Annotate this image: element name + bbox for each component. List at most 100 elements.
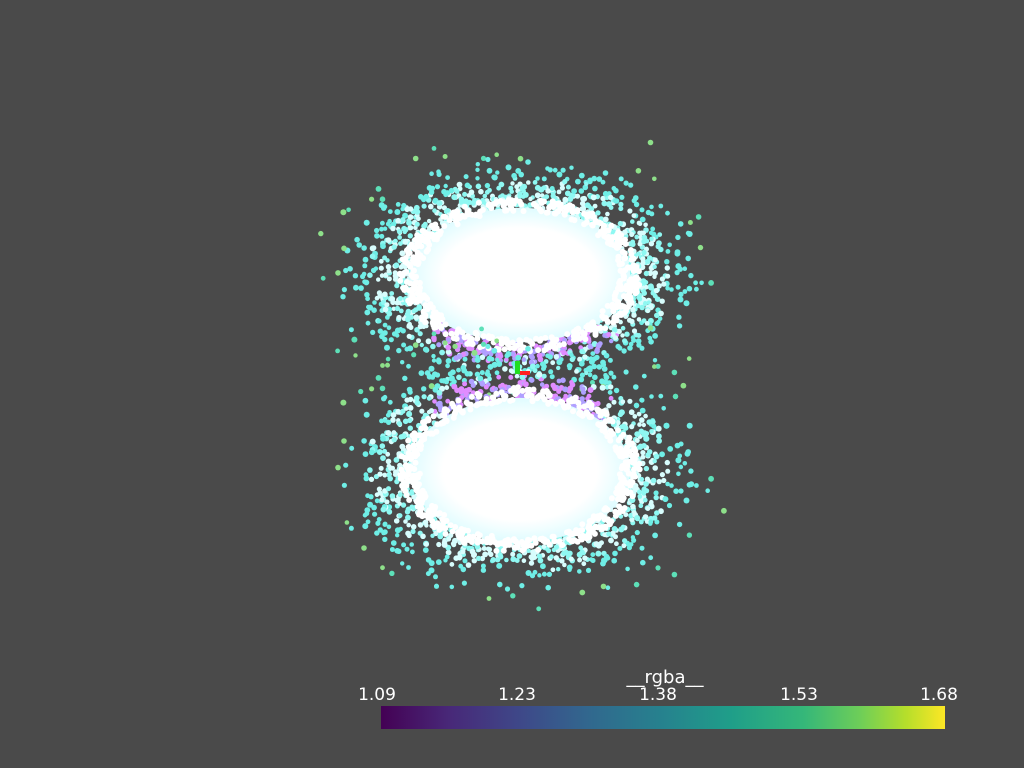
point xyxy=(500,193,505,199)
point xyxy=(674,249,681,256)
point xyxy=(553,354,559,360)
point-cloud-core xyxy=(409,207,631,343)
point xyxy=(632,414,638,419)
point xyxy=(487,187,492,193)
point xyxy=(448,212,455,219)
point xyxy=(493,386,499,392)
point xyxy=(581,389,586,395)
point xyxy=(443,418,450,425)
point xyxy=(552,400,559,407)
point xyxy=(608,495,615,502)
point xyxy=(407,396,414,403)
point xyxy=(510,551,516,557)
point xyxy=(611,399,617,405)
point xyxy=(636,220,642,226)
point xyxy=(419,227,426,234)
point xyxy=(387,410,392,415)
point xyxy=(400,270,407,277)
point xyxy=(628,478,634,485)
point xyxy=(445,208,451,213)
point xyxy=(636,411,642,417)
point xyxy=(445,344,452,351)
point xyxy=(563,393,568,399)
point xyxy=(530,363,536,369)
point xyxy=(600,195,606,202)
point xyxy=(578,376,585,383)
point xyxy=(656,283,662,289)
point xyxy=(388,465,394,471)
point xyxy=(404,509,411,515)
point xyxy=(603,234,610,241)
point xyxy=(525,570,532,576)
point xyxy=(320,275,326,281)
point xyxy=(637,489,642,495)
point xyxy=(582,354,588,360)
point xyxy=(483,395,490,402)
point xyxy=(406,522,412,528)
point xyxy=(385,458,392,465)
point xyxy=(375,375,382,381)
point xyxy=(533,203,540,209)
point xyxy=(565,190,571,197)
point xyxy=(436,200,443,206)
point xyxy=(380,243,386,250)
point xyxy=(628,251,635,258)
point xyxy=(411,267,417,274)
point xyxy=(497,198,504,204)
point xyxy=(418,370,425,376)
point xyxy=(384,302,390,308)
point xyxy=(544,383,550,389)
point xyxy=(444,385,450,390)
point xyxy=(476,555,482,562)
point xyxy=(699,280,704,286)
point xyxy=(559,542,566,549)
point xyxy=(382,472,388,478)
point xyxy=(642,237,648,243)
point xyxy=(586,525,593,532)
point xyxy=(452,343,458,350)
point xyxy=(641,318,647,323)
point xyxy=(633,195,639,201)
point xyxy=(407,233,413,239)
point xyxy=(335,464,341,471)
point xyxy=(574,193,581,199)
point xyxy=(676,323,683,329)
point xyxy=(525,346,531,352)
point xyxy=(387,218,392,224)
point xyxy=(447,522,454,529)
point xyxy=(428,430,435,437)
point xyxy=(510,593,516,599)
point xyxy=(578,172,585,179)
point xyxy=(607,357,613,363)
point xyxy=(462,558,468,564)
point xyxy=(395,217,402,224)
point xyxy=(615,257,622,264)
point xyxy=(630,455,637,462)
point xyxy=(485,343,491,349)
point xyxy=(665,249,671,254)
point xyxy=(439,349,445,356)
point xyxy=(374,498,380,504)
point xyxy=(675,263,682,270)
point xyxy=(445,349,452,355)
point xyxy=(502,366,508,372)
point xyxy=(613,387,620,394)
point xyxy=(401,433,407,439)
point xyxy=(458,408,465,415)
point xyxy=(586,203,592,209)
point xyxy=(560,402,567,409)
point xyxy=(464,182,471,189)
point xyxy=(580,196,586,202)
point xyxy=(639,304,645,311)
point xyxy=(451,194,458,201)
point xyxy=(428,567,435,574)
point xyxy=(421,223,427,230)
point xyxy=(633,289,640,296)
point xyxy=(429,518,436,524)
point xyxy=(449,584,455,590)
point xyxy=(473,331,480,338)
point xyxy=(542,571,547,577)
point xyxy=(639,480,645,486)
point xyxy=(643,465,650,472)
